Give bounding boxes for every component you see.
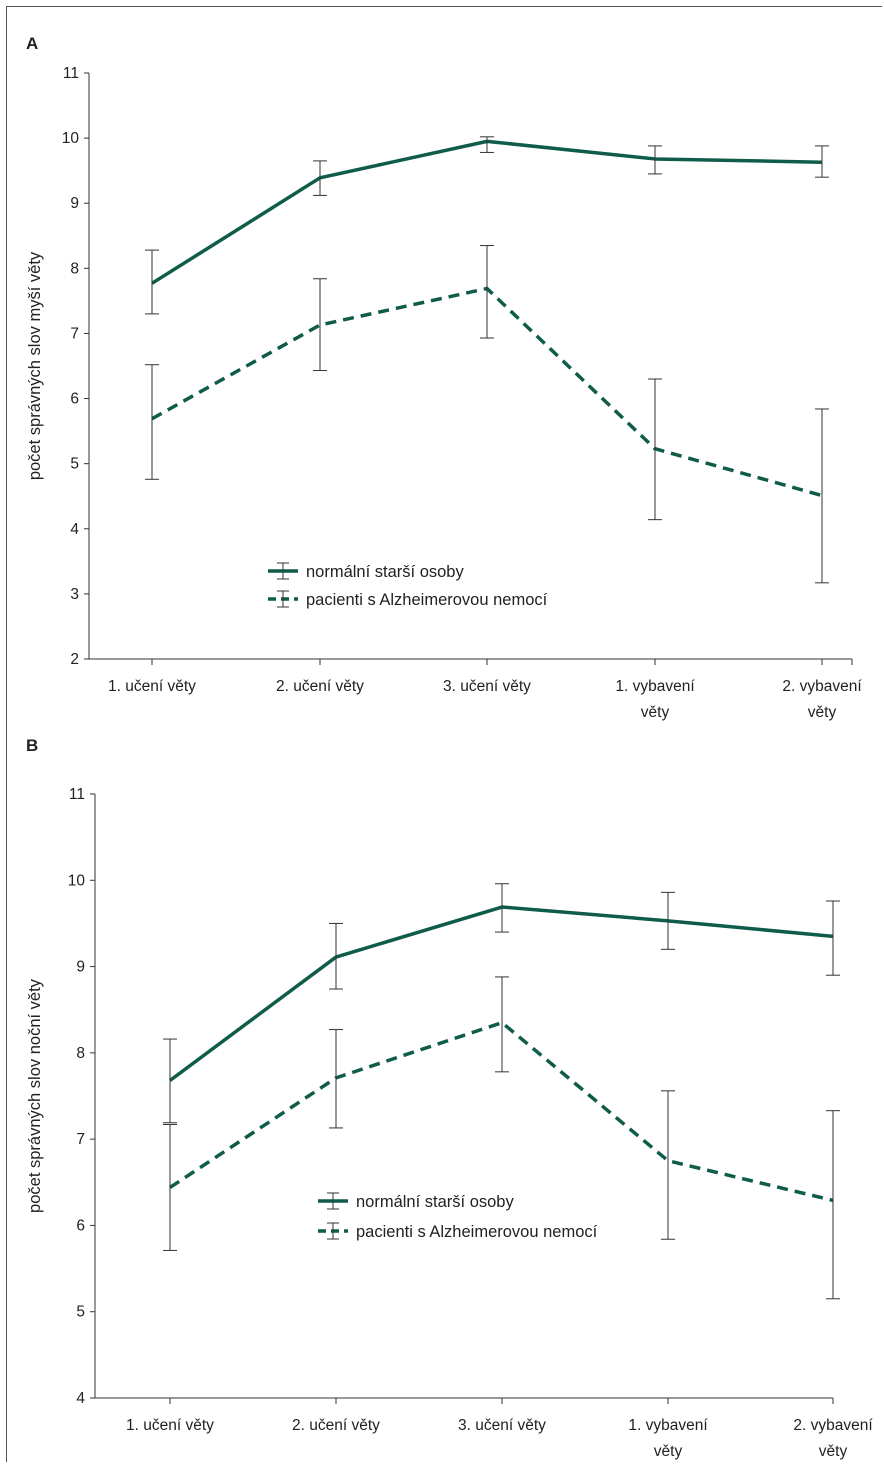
figure-frame <box>6 6 882 1462</box>
